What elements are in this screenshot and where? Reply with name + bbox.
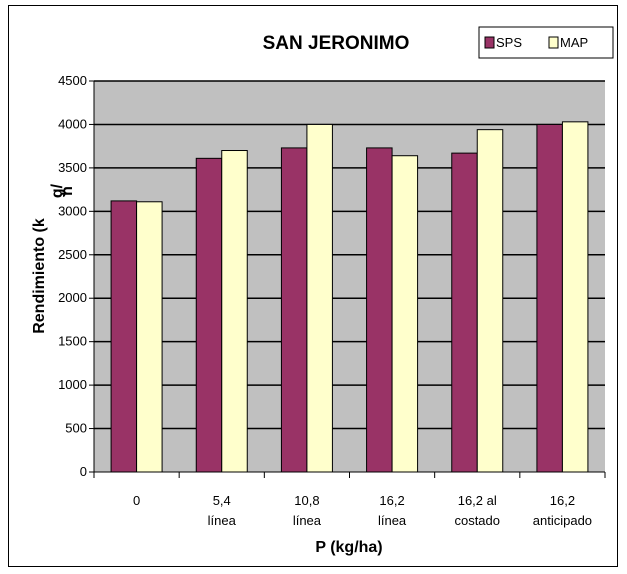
y-tick-label: 2000 bbox=[58, 290, 87, 305]
x-tick-label: 16,2 bbox=[550, 493, 575, 508]
bar-map bbox=[306, 123, 333, 473]
x-tick-label: 16,2 al bbox=[458, 493, 497, 508]
y-axis-title-line: g/ bbox=[49, 183, 66, 198]
bar-sps bbox=[366, 147, 393, 473]
x-tick-label: 10,8 bbox=[294, 493, 319, 508]
legend-label-sps: SPS bbox=[496, 35, 522, 50]
legend-swatch-map bbox=[548, 36, 559, 49]
bar-map bbox=[476, 129, 504, 473]
bar-sps bbox=[451, 152, 478, 473]
bar-sps bbox=[280, 147, 308, 473]
x-tick-labels: 0 5,4 línea 10,8 línea 16,2 línea 16,2 al costad… bbox=[133, 493, 592, 528]
bar-map bbox=[391, 155, 419, 473]
x-tick-label: anticipado bbox=[533, 513, 592, 528]
bar-sps bbox=[195, 157, 223, 473]
bar-map bbox=[221, 150, 248, 473]
y-tick-label: 3500 bbox=[58, 160, 87, 175]
y-tick-label: 4000 bbox=[58, 116, 87, 131]
bar-map bbox=[561, 121, 589, 473]
x-tick-label: 5,4 bbox=[213, 493, 231, 508]
y-tick-label: 2500 bbox=[58, 247, 87, 262]
y-tick-label: 500 bbox=[65, 421, 87, 436]
x-tick-label: línea bbox=[378, 513, 407, 528]
legend: SPS MAP bbox=[478, 26, 614, 59]
y-axis-title-line: Rendimiento (k bbox=[31, 218, 48, 334]
bar-sps bbox=[110, 200, 138, 473]
bar-chart: 0 500 1000 1500 2000 2500 3000 3500 4000 4500 0 5,… bbox=[31, 26, 614, 556]
bar-sps bbox=[536, 123, 563, 473]
y-axis-title-line: h bbox=[59, 186, 76, 196]
axes bbox=[93, 81, 606, 478]
y-tick-label: 3000 bbox=[58, 203, 87, 218]
x-tick-label: costado bbox=[454, 513, 500, 528]
legend-swatch-sps bbox=[484, 36, 495, 49]
chart-frame: 0 500 1000 1500 2000 2500 3000 3500 4000 4500 0 5,… bbox=[8, 5, 618, 567]
bars bbox=[110, 121, 589, 473]
y-tick-label: 4500 bbox=[58, 73, 87, 88]
bar-map bbox=[136, 201, 163, 473]
legend-box bbox=[478, 26, 614, 59]
x-tick-label: línea bbox=[293, 513, 322, 528]
chart-title: SAN JERONIMO bbox=[263, 33, 410, 54]
y-tick-label: 1000 bbox=[58, 377, 87, 392]
plot-area bbox=[94, 81, 605, 472]
x-tick-label: 16,2 bbox=[379, 493, 404, 508]
y-tick-label: 0 bbox=[80, 464, 87, 479]
y-tick-labels: 0 500 1000 1500 2000 2500 3000 3500 4000 4500 bbox=[58, 73, 94, 479]
gridlines bbox=[94, 80, 605, 430]
legend-label-map: MAP bbox=[560, 35, 588, 50]
x-axis-title: P (kg/ha) bbox=[315, 539, 382, 556]
y-axis-title: Rendimiento (k g/h bbox=[31, 183, 76, 333]
y-tick-label: 1500 bbox=[58, 334, 87, 349]
x-tick-label: línea bbox=[208, 513, 237, 528]
x-tick-label: 0 bbox=[133, 493, 140, 508]
